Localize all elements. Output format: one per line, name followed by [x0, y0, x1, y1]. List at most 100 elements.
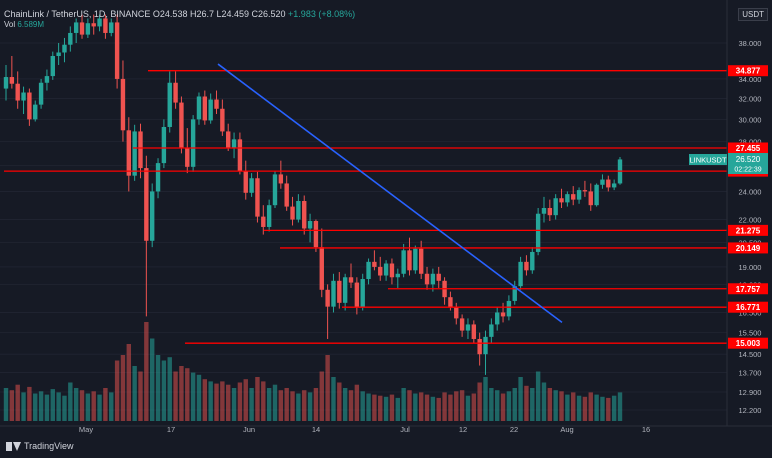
candle-body — [79, 22, 85, 35]
level-label-bg — [728, 283, 768, 295]
volume-bar — [144, 322, 149, 421]
candle-body — [342, 277, 348, 303]
level-label: 20.149 — [736, 244, 761, 253]
candle-body — [606, 179, 611, 188]
candle-body — [266, 205, 272, 227]
candle-body — [149, 191, 155, 241]
volume-bar — [541, 382, 547, 421]
brand-name: TradingView — [24, 441, 74, 451]
volume-bar — [471, 393, 477, 421]
volume-bar — [179, 366, 184, 421]
candle-body — [167, 82, 172, 127]
candle-body — [594, 184, 599, 206]
level-label-bg — [728, 224, 768, 236]
candle-body — [284, 183, 289, 207]
tradingview-logo[interactable]: TradingView — [6, 441, 74, 451]
trendline[interactable] — [217, 63, 563, 324]
volume-bar — [600, 396, 605, 421]
volume-bar — [500, 393, 506, 421]
candle-body — [418, 248, 424, 274]
volume-bar — [97, 394, 102, 421]
time-tick-label: 22 — [510, 425, 518, 434]
candle-body — [348, 277, 354, 283]
volume-bar — [196, 374, 202, 421]
candle-body — [103, 18, 108, 33]
candle-body — [243, 170, 248, 193]
candle-body — [62, 44, 67, 53]
level-label-bg — [728, 337, 768, 349]
volume-bar — [606, 397, 611, 421]
level-label: 34.877 — [736, 67, 761, 76]
volume-bar — [161, 360, 167, 421]
candle-body — [144, 168, 149, 241]
volume-bar — [185, 368, 190, 421]
candle-body — [506, 300, 512, 317]
volume-bar — [559, 391, 564, 421]
volume-bar — [220, 381, 225, 421]
volume-bar — [459, 390, 465, 421]
volume-bar — [413, 393, 418, 421]
price-axis[interactable] — [727, 0, 772, 426]
volume-bar — [114, 360, 120, 421]
candle-body — [547, 208, 553, 216]
candle-body — [255, 178, 260, 217]
candle-body — [495, 312, 500, 325]
volume-bar — [302, 390, 307, 421]
candle-body — [138, 131, 143, 169]
candle-body — [249, 178, 254, 193]
candle-body — [190, 119, 196, 167]
candle-body — [33, 104, 38, 120]
candle-body — [448, 297, 453, 307]
volume-bar — [307, 392, 313, 421]
price-tick-label: 16.500 — [739, 308, 762, 317]
candle-body — [214, 99, 219, 109]
volume-bar — [366, 393, 371, 421]
candle-body — [518, 261, 523, 287]
volume-bar — [389, 394, 395, 421]
time-axis-ticks: May 17 Jun 14 Jul 12 22 Aug 16 — [79, 425, 650, 434]
volume-bars — [3, 322, 623, 421]
volume-bar — [418, 392, 424, 421]
level-label: 17.757 — [736, 285, 761, 294]
volume-bar — [372, 394, 377, 421]
current-price-symbol: LINKUSDT — [689, 156, 727, 165]
level-label: 15.003 — [736, 339, 761, 348]
price-tick-label: 28.000 — [739, 138, 762, 147]
volume-bar — [547, 388, 553, 421]
candle-body — [436, 273, 441, 281]
time-axis[interactable] — [0, 426, 772, 458]
candle-body — [173, 82, 178, 103]
volume-bar — [325, 355, 330, 421]
candle-body — [114, 22, 120, 79]
price-tick-label: 38.000 — [739, 39, 762, 48]
volume-bar — [313, 388, 319, 421]
volume-bar — [50, 389, 55, 421]
volume-bar — [611, 395, 617, 421]
candle-body — [307, 221, 313, 229]
volume-bar — [448, 394, 453, 421]
current-price-bg — [728, 153, 768, 174]
volume-bar — [284, 388, 289, 421]
candle-body — [459, 318, 465, 331]
volume-bar — [173, 371, 178, 421]
level-label-bg — [728, 301, 768, 313]
volume-bar — [126, 344, 131, 421]
candle-body — [132, 131, 137, 176]
volume-bar — [319, 371, 324, 421]
symbol-pair[interactable]: ChainLink / TetherUS, 1D, BINANCE — [4, 9, 151, 19]
candle-body — [535, 213, 541, 252]
currency-button[interactable]: USDT — [738, 8, 768, 21]
candle-body — [325, 289, 330, 307]
volume-bar — [272, 384, 278, 421]
candle-body — [424, 273, 430, 285]
horizontal-levels[interactable] — [4, 70, 727, 344]
volume-bar — [348, 390, 354, 421]
volume-bar — [582, 396, 588, 421]
time-tick-label: Jul — [400, 425, 410, 434]
candle-body — [530, 251, 535, 271]
candle-body — [231, 139, 237, 148]
candle-body — [571, 194, 576, 200]
volume-bar — [109, 392, 114, 421]
price-tick-label: 22.000 — [739, 216, 762, 225]
